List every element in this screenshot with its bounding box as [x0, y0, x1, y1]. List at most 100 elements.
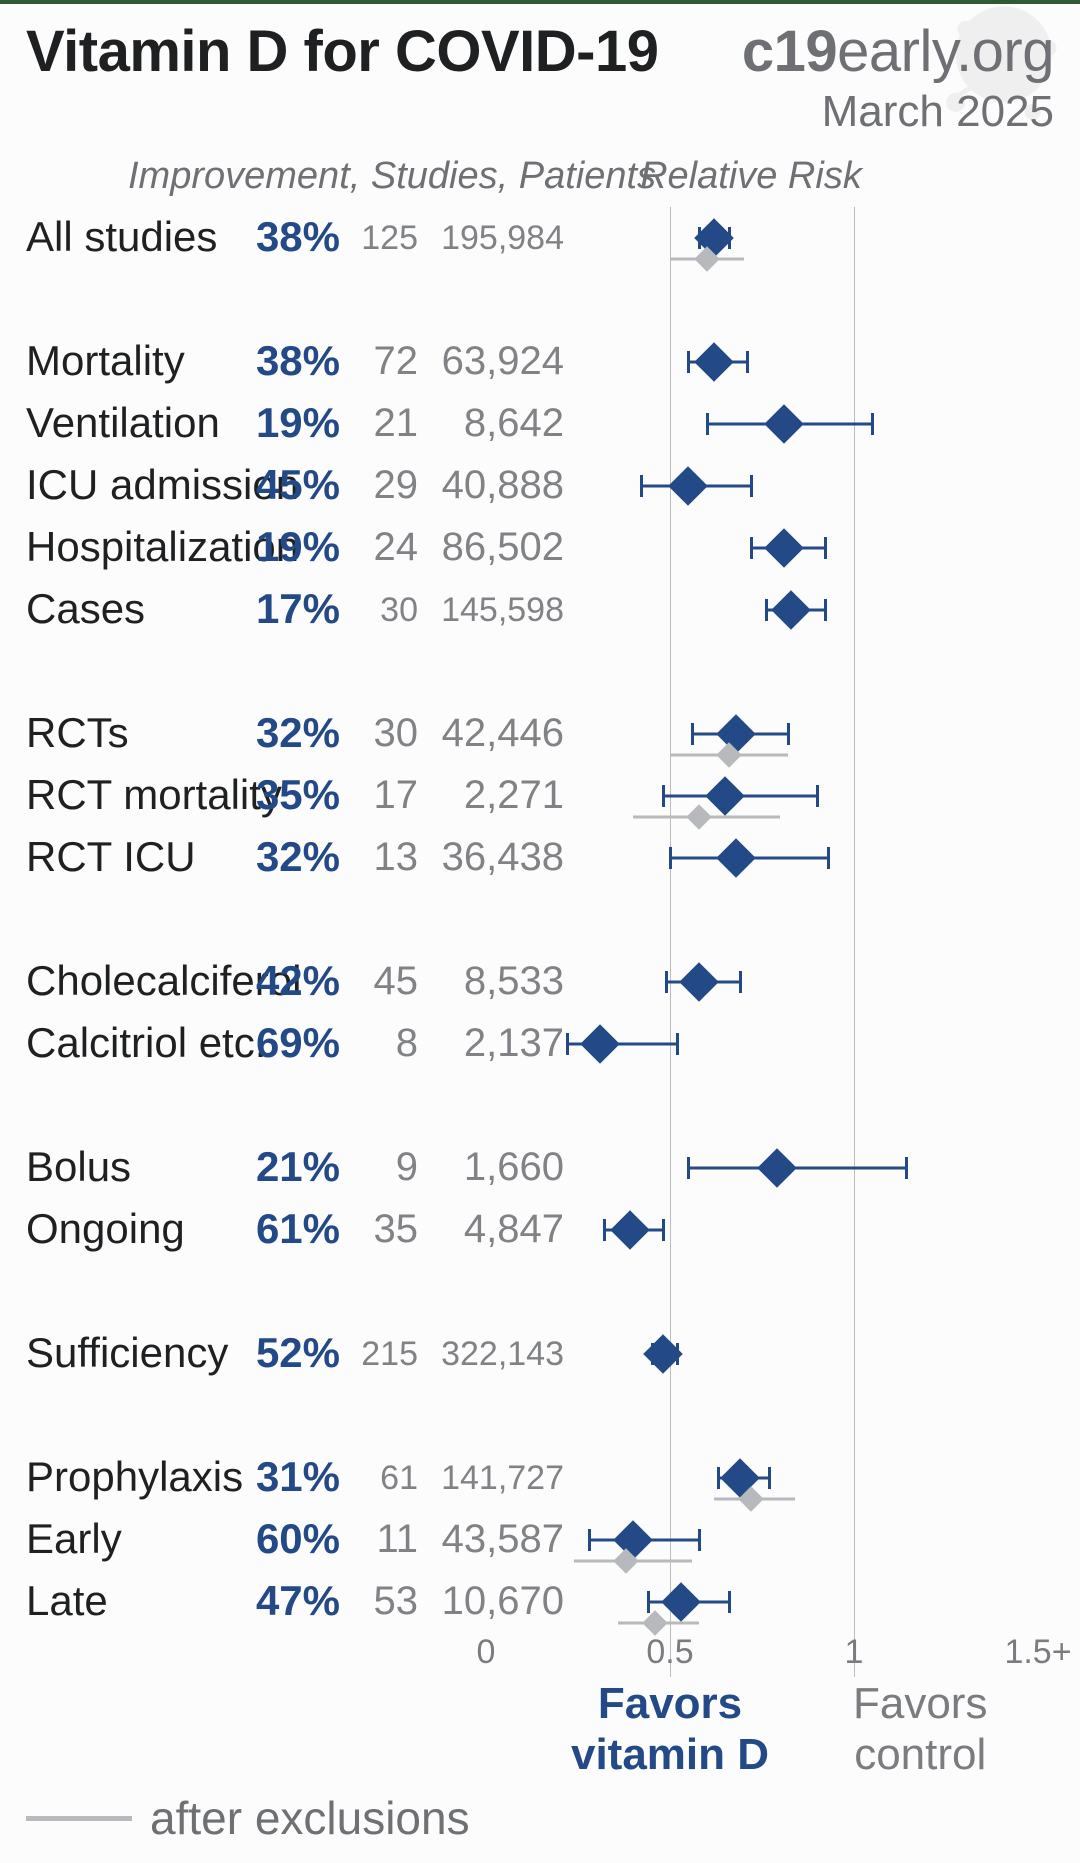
rows-host: All studies38%125195,984 Mortality 38% 72 63…	[26, 207, 1054, 1633]
point-estimate-diamond	[580, 1024, 620, 1064]
point-estimate-diamond-excl	[687, 804, 712, 829]
site-name: c19early.org	[742, 18, 1054, 85]
point-estimate-diamond	[669, 466, 709, 506]
axis-tick: 0	[477, 1633, 496, 1672]
row-label: RCT ICU	[26, 833, 196, 881]
row-patients: 63,924	[442, 339, 564, 384]
forest-row: Bolus21%91,660	[26, 1137, 1054, 1199]
forest-row: Prophylaxis31%61141,727	[26, 1447, 1054, 1509]
row-group: Cholecalciferol42%458,533Calcitriol etc.…	[26, 889, 1054, 1075]
row-studies: 24	[374, 525, 419, 570]
header-right: c19early.org March 2025	[742, 18, 1054, 137]
row-improvement: 19%	[256, 399, 340, 447]
ci-cap	[588, 1529, 591, 1551]
ci-cap	[739, 971, 742, 993]
row-studies: 30	[380, 591, 418, 630]
forest-row: All studies38%125195,984	[26, 207, 1054, 269]
row-label: Calcitriol etc.	[26, 1019, 266, 1067]
favors-control: Favors control	[853, 1679, 987, 1780]
ci-cap	[662, 1219, 665, 1241]
point-estimate-diamond-excl	[694, 246, 719, 271]
ci-cap	[669, 847, 672, 869]
forest-row: Mortality 38% 72 63,924	[26, 331, 1054, 393]
ci-cap	[750, 475, 753, 497]
point-estimate-diamond-excl	[613, 1548, 638, 1573]
ci-cap	[787, 723, 790, 745]
point-estimate-diamond	[610, 1210, 650, 1250]
ci-cap	[687, 351, 690, 373]
axis-tick: 1.5+	[1004, 1633, 1071, 1672]
row-group: Sufficiency 52% 215 322,143	[26, 1261, 1054, 1385]
forest-row: Cases17%30145,598	[26, 579, 1054, 641]
forest-row: Early60%1143,587	[26, 1509, 1054, 1571]
plot-area: All studies38%125195,984 Mortality 38% 72 63…	[26, 207, 1054, 1633]
row-label: Ongoing	[26, 1205, 185, 1253]
page-title: Vitamin D for COVID-19	[26, 18, 659, 85]
ci-cap	[665, 971, 668, 993]
legend-exclusions: after exclusions	[26, 1791, 470, 1845]
row-group: Mortality 38% 72 63,924 Ventilation 19% 21 8,64…	[26, 269, 1054, 641]
ci-cap	[687, 1157, 690, 1179]
exclusion-marker	[26, 249, 1054, 269]
ci-cap	[640, 475, 643, 497]
ci-cap	[746, 351, 749, 373]
ci-cap	[698, 1529, 701, 1551]
row-group: Bolus21%91,660Ongoing61%354,847	[26, 1075, 1054, 1261]
legend-text: after exclusions	[150, 1791, 470, 1845]
row-patients: 36,438	[442, 835, 564, 880]
forest-row: RCTs32%3042,446	[26, 703, 1054, 765]
point-estimate-diamond-excl	[643, 1610, 668, 1635]
forest-row: Sufficiency 52% 215 322,143	[26, 1323, 1054, 1385]
row-studies: 72	[374, 339, 419, 384]
ci-cap	[728, 1591, 731, 1613]
favors-labels: Favors vitamin D Favors control	[26, 1677, 1054, 1807]
ci-cap	[905, 1157, 908, 1179]
row-improvement: 17%	[256, 585, 340, 633]
point-estimate-diamond	[757, 1148, 797, 1188]
row-label: Cases	[26, 585, 145, 633]
forest-row: Hospitalization19%2486,502	[26, 517, 1054, 579]
row-improvement: 52%	[256, 1329, 340, 1377]
row-label: Mortality	[26, 337, 185, 385]
row-studies: 45	[374, 959, 419, 1004]
row-patients: 322,143	[441, 1335, 564, 1374]
forest-row: Ventilation 19% 21 8,642	[26, 393, 1054, 455]
row-improvement: 61%	[256, 1205, 340, 1253]
row-improvement: 32%	[256, 833, 340, 881]
row-studies: 9	[396, 1145, 418, 1190]
ci-cap	[824, 537, 827, 559]
row-patients: 8,533	[464, 959, 564, 1004]
ci-cap	[706, 413, 709, 435]
row-label: Sufficiency	[26, 1329, 228, 1377]
row-improvement: 38%	[256, 337, 340, 385]
point-estimate-diamond	[772, 590, 812, 630]
point-estimate-diamond-excl	[738, 1486, 763, 1511]
row-improvement: 21%	[256, 1143, 340, 1191]
forest-row: Calcitriol etc.69%82,137	[26, 1013, 1054, 1075]
point-estimate-diamond-excl	[716, 742, 741, 767]
ci-cap	[691, 723, 694, 745]
forest-row: RCT mortality35%172,271	[26, 765, 1054, 827]
ci-cap	[603, 1219, 606, 1241]
forest-row: ICU admission45%2940,888	[26, 455, 1054, 517]
favors-treatment: Favors vitamin D	[571, 1679, 769, 1780]
point-estimate-diamond	[716, 838, 756, 878]
row-label: Ventilation	[26, 399, 220, 447]
col-header-right: Relative Risk	[640, 155, 862, 198]
col-header-left: Improvement, Studies, Patients	[128, 155, 656, 198]
ci-cap	[750, 537, 753, 559]
row-patients: 4,847	[464, 1207, 564, 1252]
exclusion-marker	[26, 1613, 1054, 1633]
forest-row: Cholecalciferol42%458,533	[26, 951, 1054, 1013]
row-label: Bolus	[26, 1143, 131, 1191]
row-group: All studies38%125195,984	[26, 207, 1054, 269]
row-patients: 8,642	[464, 401, 564, 446]
row-studies: 13	[374, 835, 419, 880]
row-studies: 215	[361, 1335, 418, 1374]
row-patients: 86,502	[442, 525, 564, 570]
point-estimate-diamond	[764, 404, 804, 444]
exclusion-marker	[26, 1489, 1054, 1509]
ci-cap	[827, 847, 830, 869]
row-improvement: 69%	[256, 1019, 340, 1067]
row-studies: 21	[374, 401, 419, 446]
